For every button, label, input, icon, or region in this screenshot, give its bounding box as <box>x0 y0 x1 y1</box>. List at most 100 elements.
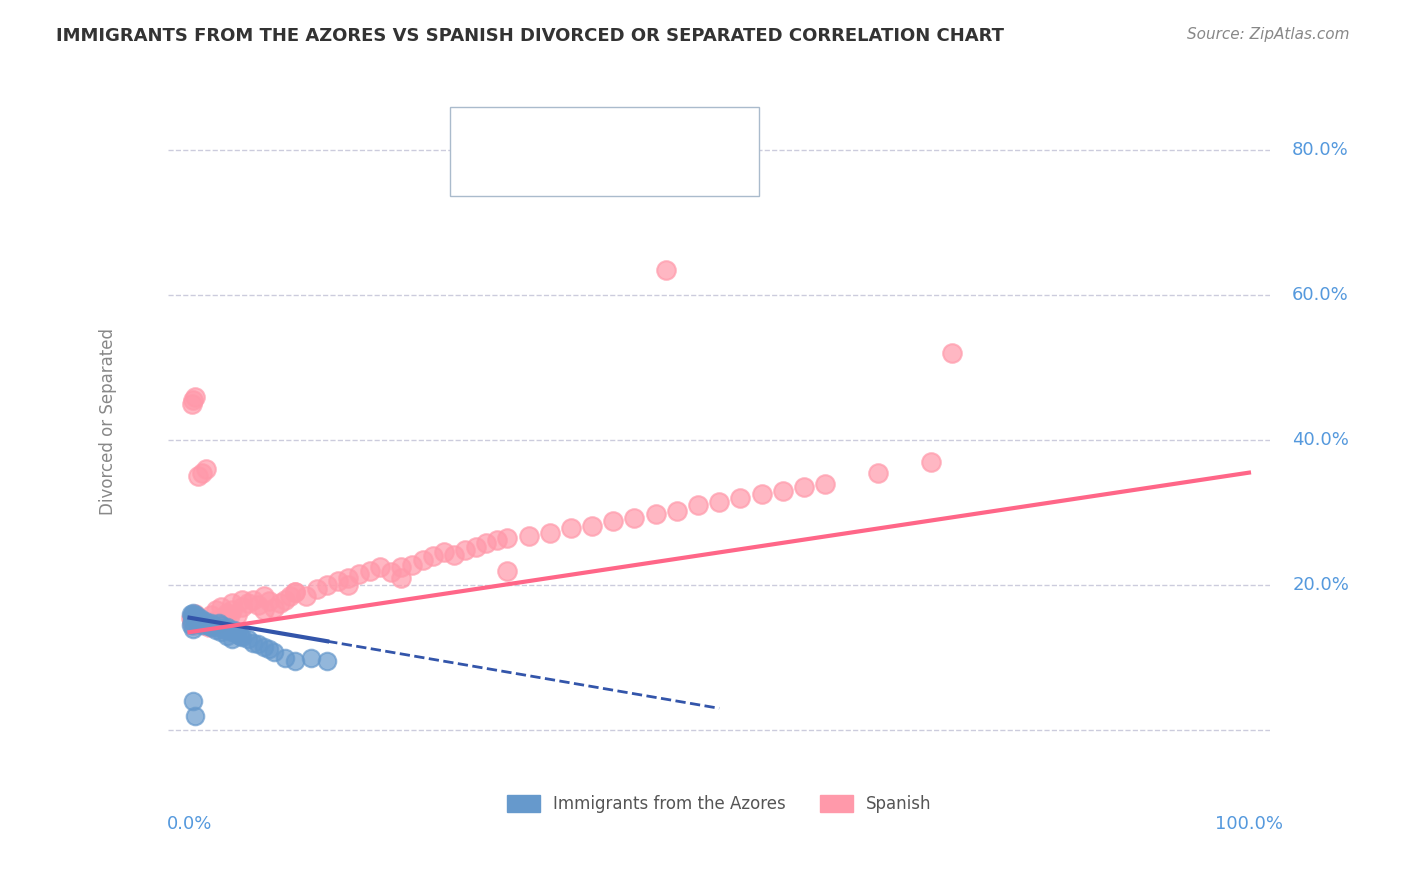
Point <box>644 507 666 521</box>
Text: 60.0%: 60.0% <box>1292 286 1348 304</box>
Point <box>263 645 285 659</box>
Point <box>305 582 328 596</box>
Point <box>197 619 219 633</box>
Point <box>454 543 477 558</box>
Point <box>751 487 773 501</box>
Point <box>253 603 276 617</box>
Point <box>485 533 508 547</box>
Point <box>326 574 349 589</box>
Point <box>709 494 731 508</box>
Point <box>197 618 219 632</box>
Point <box>496 564 519 578</box>
Point <box>194 615 217 630</box>
Point <box>194 615 217 629</box>
Point <box>180 615 202 630</box>
Point <box>686 498 709 512</box>
Point <box>295 589 318 603</box>
Point <box>221 596 243 610</box>
Point <box>475 536 498 550</box>
Point <box>205 613 228 627</box>
Point <box>602 514 624 528</box>
Point <box>222 623 245 637</box>
Point <box>183 618 205 632</box>
Text: R = -0.209   N = 49: R = -0.209 N = 49 <box>509 120 672 138</box>
Point <box>184 608 207 623</box>
Point <box>231 592 253 607</box>
Point <box>247 638 270 652</box>
Point <box>274 592 297 607</box>
Point <box>231 630 253 644</box>
Point <box>517 529 540 543</box>
Point <box>191 618 214 632</box>
Point <box>236 596 259 610</box>
Point <box>221 632 243 647</box>
Point <box>209 625 232 640</box>
Point <box>347 567 370 582</box>
Point <box>560 521 582 535</box>
Point <box>221 625 243 640</box>
Point <box>868 466 890 480</box>
Point <box>180 608 202 623</box>
Point <box>215 629 238 643</box>
Point <box>263 601 285 615</box>
Point <box>247 599 270 613</box>
Point <box>257 641 280 656</box>
Point <box>412 552 434 566</box>
Text: 100.0%: 100.0% <box>1215 814 1282 832</box>
Point <box>180 397 202 411</box>
Point <box>183 610 205 624</box>
Point <box>253 640 276 654</box>
Point <box>187 612 209 626</box>
Point <box>422 549 444 563</box>
Point <box>200 608 222 623</box>
Point <box>200 620 222 634</box>
Point <box>226 608 249 623</box>
Point <box>464 541 486 555</box>
Point <box>205 620 228 634</box>
Point <box>231 599 253 614</box>
Text: Source: ZipAtlas.com: Source: ZipAtlas.com <box>1187 27 1350 42</box>
Point <box>253 589 276 603</box>
Point <box>209 618 232 632</box>
Point <box>195 462 218 476</box>
Point <box>359 564 381 578</box>
Point <box>299 650 322 665</box>
Point <box>180 607 202 621</box>
Point <box>337 578 360 592</box>
Point <box>920 455 942 469</box>
Point <box>316 654 339 668</box>
Point <box>496 531 519 545</box>
Point <box>433 545 456 559</box>
Point <box>278 589 301 603</box>
Point <box>218 608 240 623</box>
Point <box>538 525 561 540</box>
Point <box>188 615 211 630</box>
Point <box>200 615 222 630</box>
Point <box>269 596 291 610</box>
Point <box>215 606 238 620</box>
Point <box>215 620 238 634</box>
Legend: Immigrants from the Azores, Spanish: Immigrants from the Azores, Spanish <box>501 789 938 820</box>
Point <box>188 610 211 624</box>
Point <box>274 650 297 665</box>
Point <box>205 623 228 637</box>
Point <box>184 607 207 621</box>
Text: IMMIGRANTS FROM THE AZORES VS SPANISH DIVORCED OR SEPARATED CORRELATION CHART: IMMIGRANTS FROM THE AZORES VS SPANISH DI… <box>56 27 1004 45</box>
Point <box>180 610 202 624</box>
Point <box>316 578 339 592</box>
Point <box>201 618 224 632</box>
Point <box>197 620 219 634</box>
Point <box>284 654 307 668</box>
Point <box>181 694 204 708</box>
Point <box>181 622 204 636</box>
Point <box>389 571 412 585</box>
Point <box>191 615 214 629</box>
Point <box>941 346 963 360</box>
Point <box>443 548 465 562</box>
Point <box>337 571 360 585</box>
Point <box>208 615 231 630</box>
Point <box>242 592 264 607</box>
Point <box>181 615 204 629</box>
Point <box>191 466 214 480</box>
Point <box>242 636 264 650</box>
